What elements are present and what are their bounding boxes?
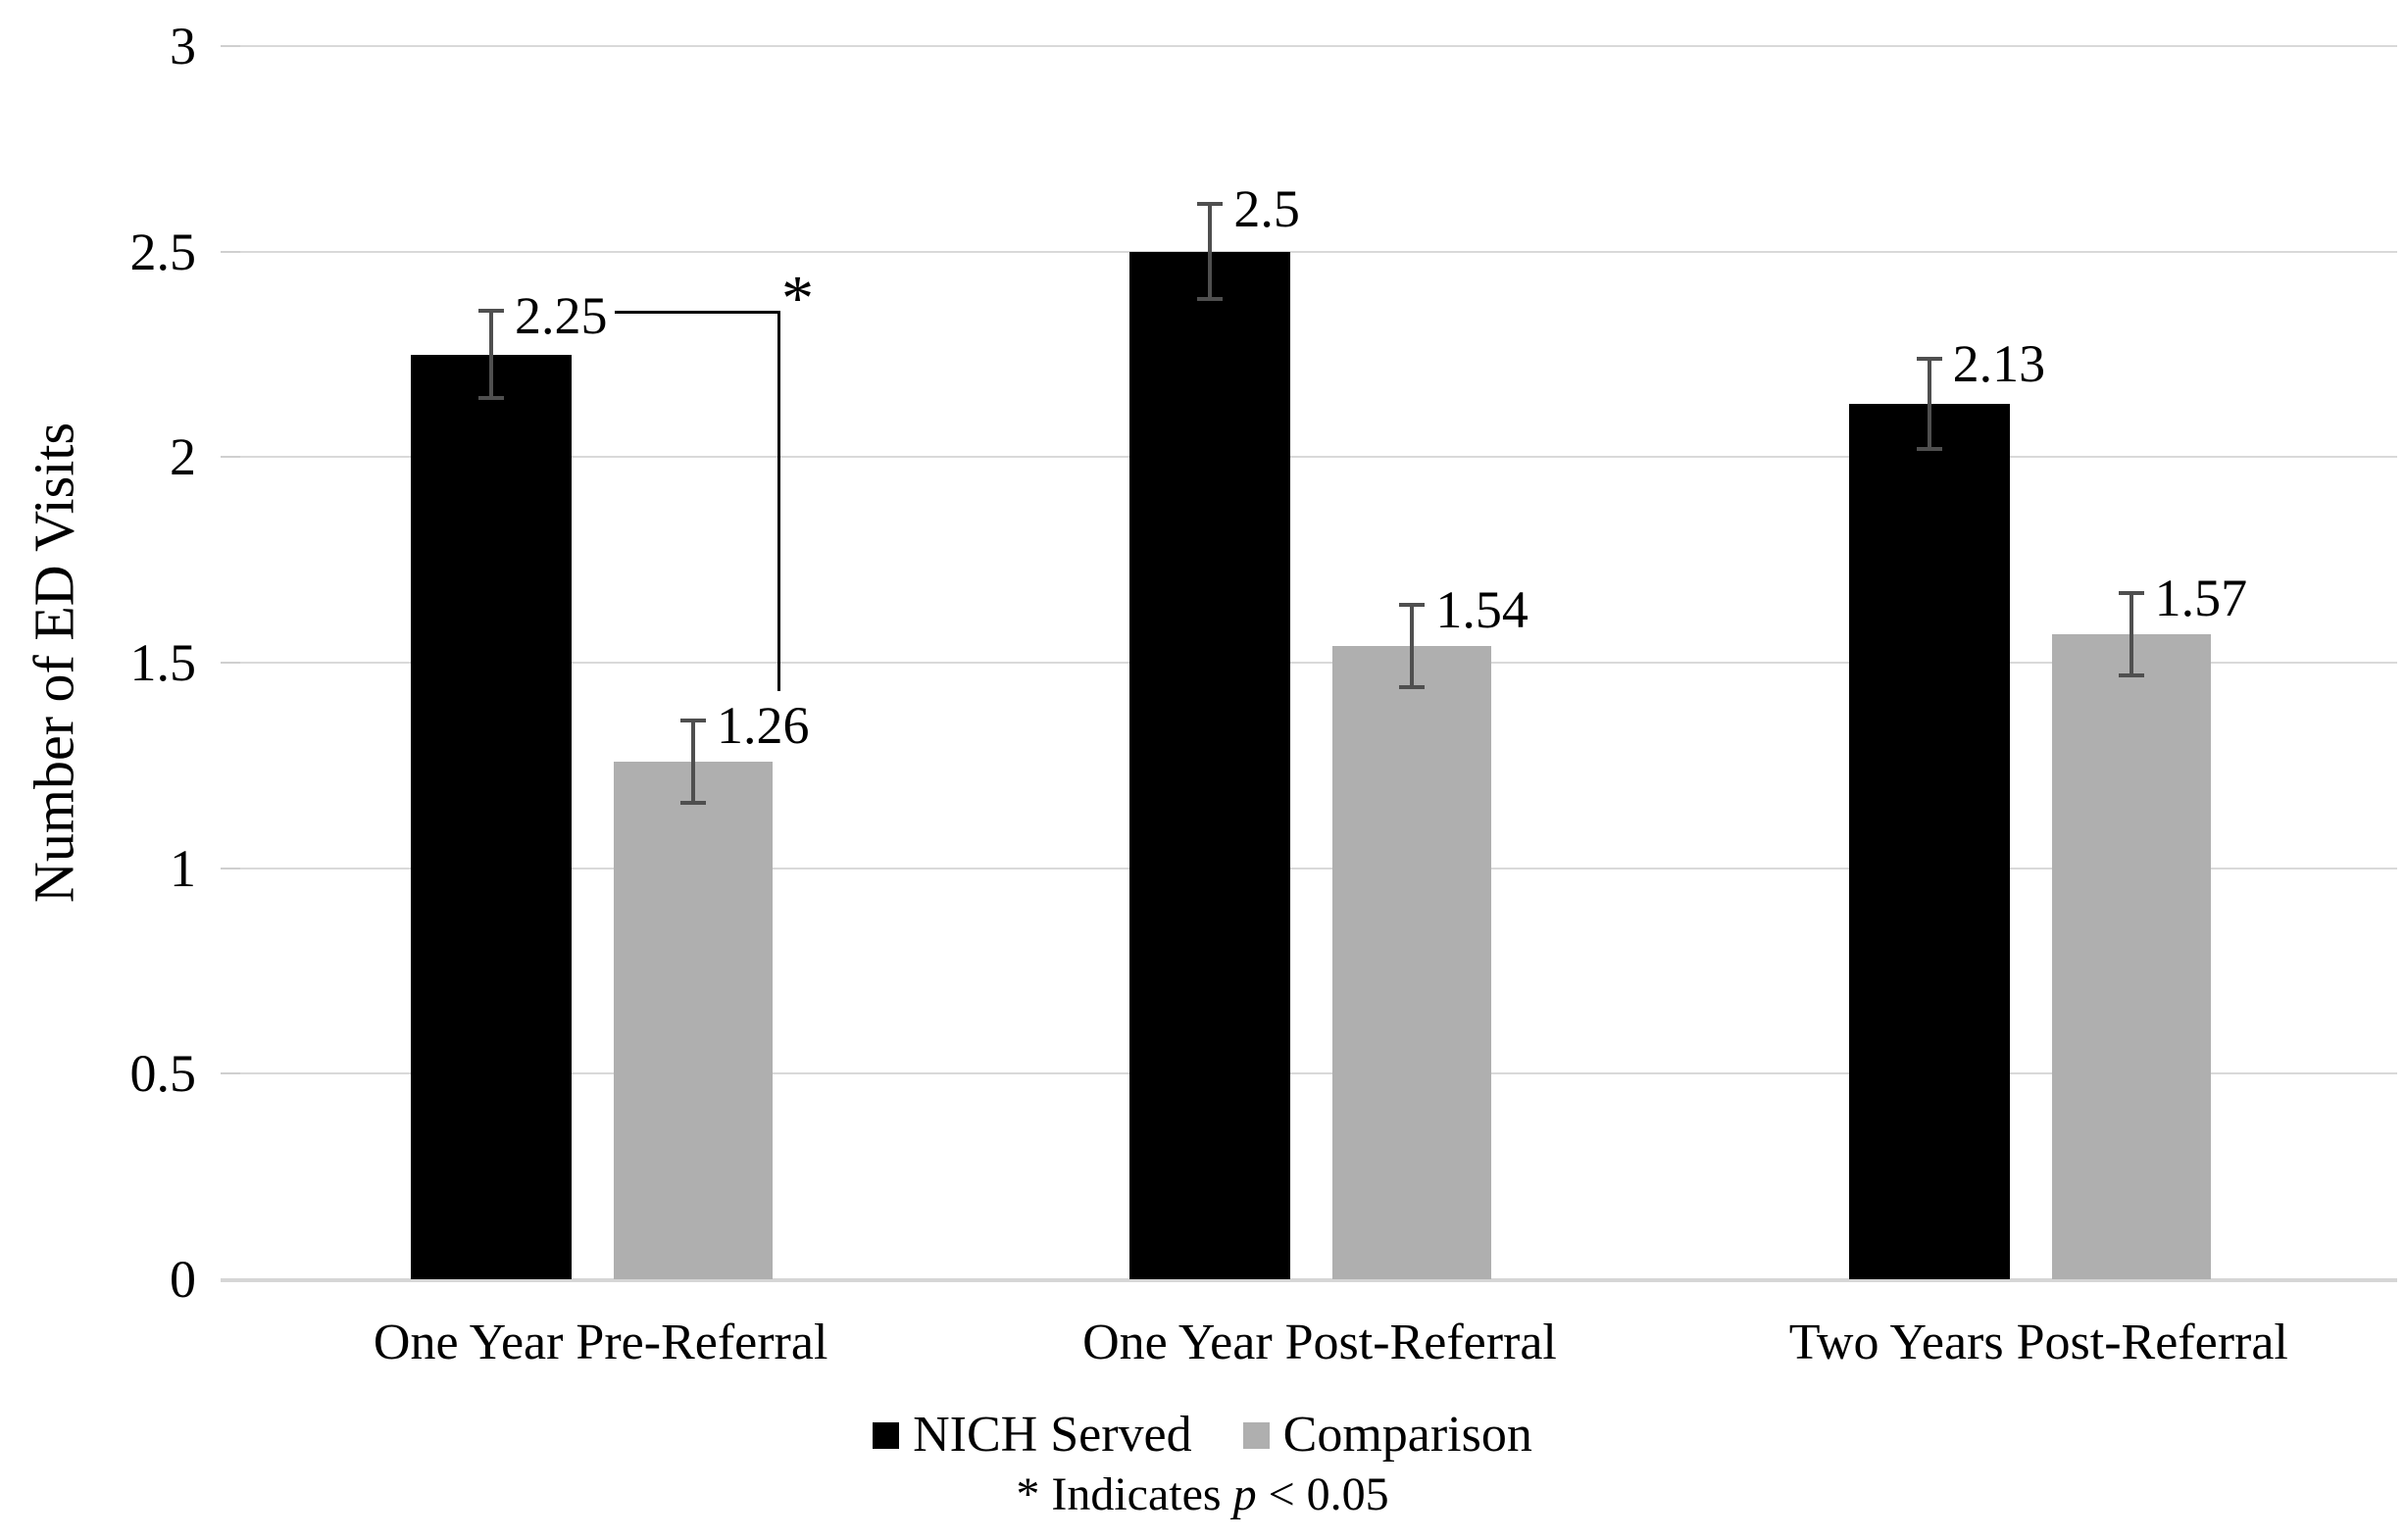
error-bar-comparison-0 xyxy=(691,720,695,803)
y-tick-label-0.5: 0.5 xyxy=(129,1044,197,1104)
significance-bracket-vertical xyxy=(777,311,780,691)
legend-label-nich-served: NICH Served xyxy=(913,1407,1192,1463)
legend-label-comparison: Comparison xyxy=(1282,1407,1532,1463)
error-bar-comparison-2 xyxy=(2129,592,2133,675)
error-bar-cap-bottom-nich-served-2 xyxy=(1916,446,1942,451)
footnote-p-symbol: p xyxy=(1232,1468,1257,1520)
legend: NICH Served Comparison xyxy=(0,1408,2405,1463)
legend-item-nich-served: NICH Served xyxy=(873,1408,1192,1463)
y-tick-2.5 xyxy=(221,250,240,253)
gridline-y-2 xyxy=(240,456,2397,459)
error-bar-cap-top-nich-served-1 xyxy=(1197,202,1224,207)
y-tick-label-0: 0 xyxy=(170,1250,196,1309)
y-tick-2 xyxy=(221,456,240,459)
bar-comparison-2 xyxy=(2051,633,2211,1279)
gridline-y-1 xyxy=(240,867,2397,869)
error-bar-cap-bottom-nich-served-1 xyxy=(1197,296,1224,301)
footnote-suffix: < 0.05 xyxy=(1256,1468,1389,1520)
significance-bracket-horizontal xyxy=(615,311,779,314)
error-bar-cap-top-comparison-0 xyxy=(680,718,706,722)
error-bar-nich-served-0 xyxy=(489,310,493,399)
y-tick-1 xyxy=(221,867,240,869)
value-label-nich-served-2: 2.13 xyxy=(1952,333,2046,393)
category-label-0: One Year Pre-Referral xyxy=(373,1315,828,1370)
gridline-y-0.5 xyxy=(240,1072,2397,1075)
error-bar-cap-top-comparison-2 xyxy=(2118,590,2144,595)
y-tick-label-2: 2 xyxy=(170,427,196,487)
gridline-y-2.5 xyxy=(240,250,2397,253)
error-bar-cap-bottom-comparison-1 xyxy=(1399,685,1426,690)
error-bar-comparison-1 xyxy=(1410,605,1415,688)
error-bar-nich-served-1 xyxy=(1208,204,1213,299)
y-tick-3 xyxy=(221,45,240,47)
error-bar-cap-top-nich-served-0 xyxy=(478,308,504,313)
x-axis-line xyxy=(221,1278,2397,1282)
value-label-comparison-0: 1.26 xyxy=(717,695,810,755)
y-tick-label-2.5: 2.5 xyxy=(129,222,197,281)
y-tick-0.5 xyxy=(221,1072,240,1075)
y-tick-label-1.5: 1.5 xyxy=(129,633,197,692)
value-label-comparison-2: 1.57 xyxy=(2154,568,2248,627)
footnote-prefix: * Indicates xyxy=(1016,1468,1233,1520)
gridline-y-1.5 xyxy=(240,662,2397,664)
legend-item-comparison: Comparison xyxy=(1242,1407,1532,1463)
footnote: * Indicates p < 0.05 xyxy=(0,1468,2405,1521)
error-bar-cap-top-nich-served-2 xyxy=(1916,356,1942,361)
value-label-nich-served-1: 2.5 xyxy=(1233,179,1300,239)
y-tick-label-3: 3 xyxy=(170,17,196,75)
y-tick-1.5 xyxy=(221,662,240,664)
legend-swatch-nich-served xyxy=(873,1421,900,1449)
value-label-nich-served-0: 2.25 xyxy=(515,285,608,345)
error-bar-cap-top-comparison-1 xyxy=(1399,603,1426,608)
error-bar-nich-served-2 xyxy=(1927,358,1931,449)
bar-nich-served-1 xyxy=(1129,251,1291,1279)
error-bar-cap-bottom-nich-served-0 xyxy=(478,396,504,401)
error-bar-cap-bottom-comparison-2 xyxy=(2118,672,2144,677)
y-tick-label-1: 1 xyxy=(170,838,196,898)
bar-comparison-0 xyxy=(614,761,773,1279)
category-label-1: One Year Post-Referral xyxy=(1082,1315,1557,1370)
bar-comparison-1 xyxy=(1332,646,1492,1279)
significance-asterisk: * xyxy=(781,263,814,334)
legend-swatch-comparison xyxy=(1242,1421,1270,1449)
error-bar-cap-bottom-comparison-0 xyxy=(680,800,706,805)
gridline-y-3 xyxy=(240,45,2397,47)
category-label-2: Two Years Post-Referral xyxy=(1788,1315,2288,1370)
bar-nich-served-0 xyxy=(411,354,572,1279)
bar-nich-served-2 xyxy=(1848,403,2010,1279)
value-label-comparison-1: 1.54 xyxy=(1435,580,1528,640)
